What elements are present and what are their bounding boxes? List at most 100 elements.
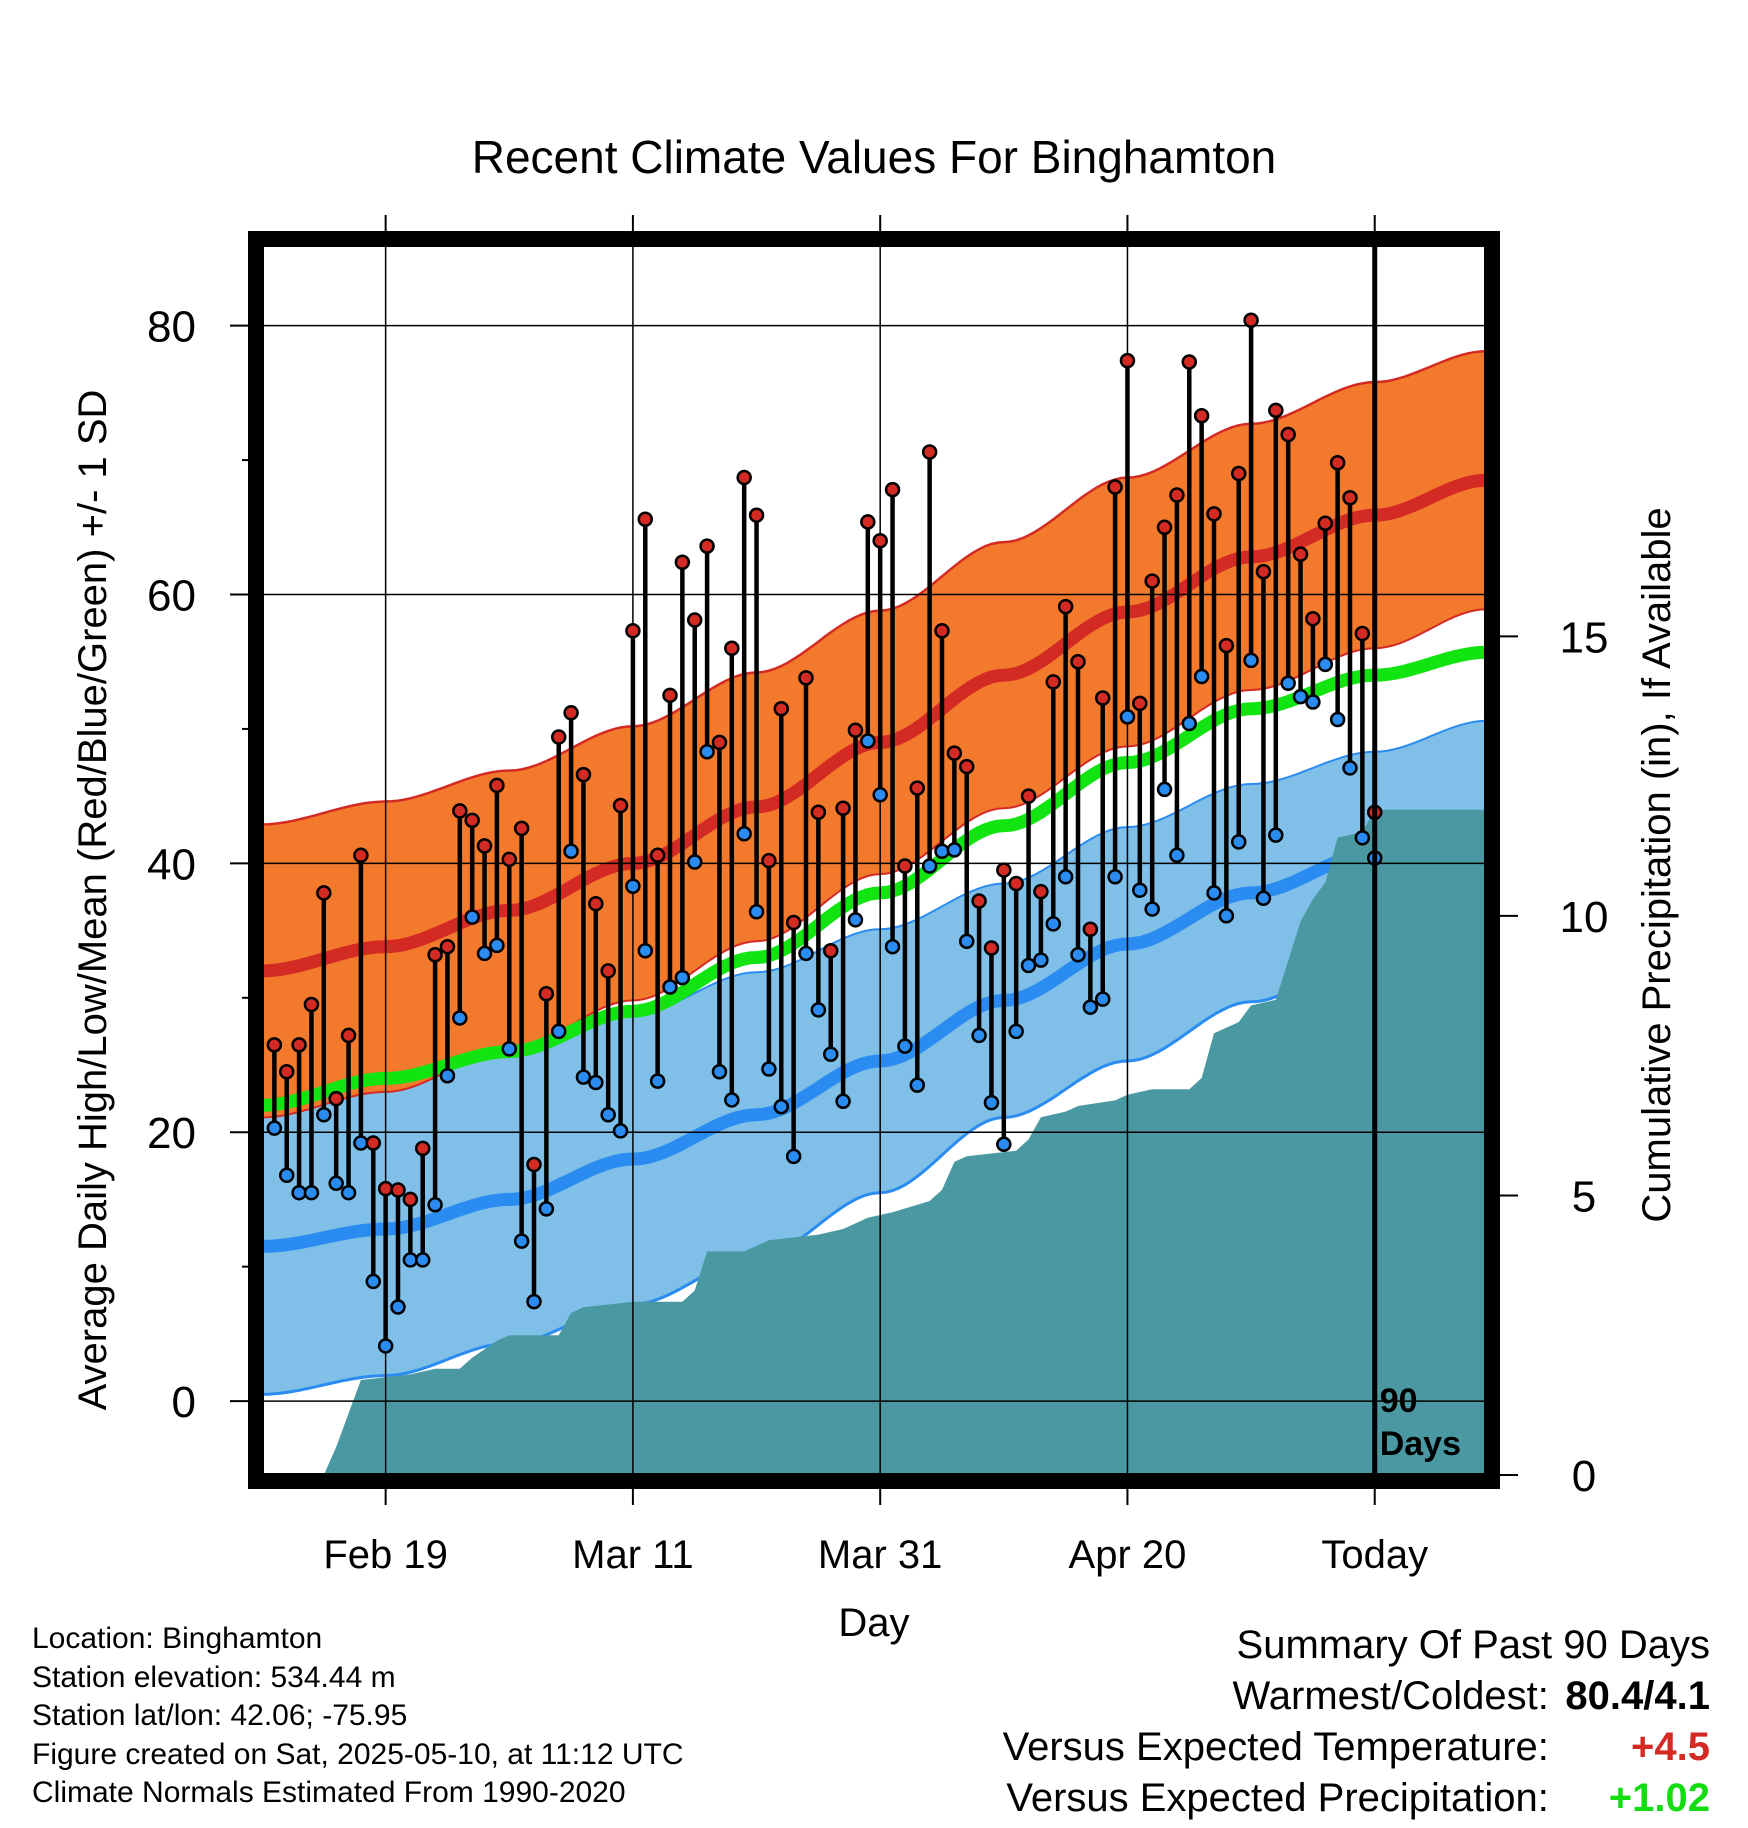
daily-high-point (649, 847, 666, 864)
daily-high-point (822, 942, 839, 959)
daily-low-point (1020, 957, 1037, 974)
normal-low-line (262, 812, 1486, 1253)
daily-low-point (390, 1299, 406, 1315)
daily-low-point (1181, 715, 1198, 732)
y-tick-label: 0 (172, 1378, 196, 1427)
daily-high-point (1045, 674, 1062, 690)
daily-high-point (303, 996, 320, 1013)
daily-high-point (847, 722, 864, 739)
summary-title: Summary Of Past 90 Days (1236, 1623, 1710, 1667)
daily-low-point (550, 1023, 567, 1040)
daily-low-point (1082, 999, 1099, 1015)
daily-low-point (1354, 830, 1371, 846)
x-tick-label: Feb 19 (323, 1533, 448, 1577)
summary-warmest-row: Warmest/Coldest: 80.4/4.1 (1003, 1671, 1711, 1722)
normals-text: Climate Normals Estimated From 1990-2020 (32, 1776, 626, 1809)
daily-low-point (266, 1120, 283, 1136)
daily-low-point (1045, 916, 1062, 932)
daily-high-point (1206, 506, 1222, 522)
daily-low-point (588, 1074, 604, 1091)
y2-tick-label: 10 (1560, 893, 1609, 942)
daily-high-point (390, 1182, 406, 1198)
daily-low-point (835, 1093, 851, 1110)
daily-low-point (1342, 760, 1358, 776)
daily-high-point (1292, 546, 1309, 562)
y2-axis-label: Cumulative Precipitation (in), If Availa… (1635, 507, 1679, 1222)
daily-low-point (711, 1063, 728, 1080)
temp-anomaly-value: +4.5 (1631, 1725, 1710, 1769)
elevation-text: Station elevation: 534.44 m (32, 1660, 396, 1694)
created-text: Figure created on Sat, 2025-05-10, at 11… (32, 1737, 684, 1771)
daily-high-point (414, 1140, 431, 1157)
daily-high-point (798, 670, 814, 686)
daily-high-point (1255, 563, 1272, 580)
daily-high-point (340, 1027, 357, 1044)
precip-anomaly-label: Versus Expected Precipitation: (1006, 1776, 1549, 1820)
daily-high-point (773, 701, 790, 717)
x-tick-label: Apr 20 (1069, 1533, 1187, 1577)
daily-low-point (427, 1197, 443, 1213)
summary-panel: Summary Of Past 90 Days Warmest/Coldest:… (1003, 1620, 1710, 1824)
daily-high-point (1033, 883, 1049, 900)
daily-high-point (1020, 788, 1037, 804)
daily-low-point (464, 909, 480, 925)
daily-low-point (1255, 890, 1272, 907)
daily-low-point (674, 969, 691, 986)
daily-low-point (724, 1092, 740, 1108)
daily-high-point (897, 858, 913, 874)
cumulative-precip-area (262, 809, 1486, 1475)
daily-high-point (699, 538, 715, 554)
daily-low-point (798, 945, 814, 962)
daily-low-point (1268, 827, 1284, 843)
daily-low-point (637, 942, 654, 959)
daily-high-point (476, 838, 493, 854)
today-days-label-number: 90 (1380, 1382, 1418, 1420)
daily-high-point (1169, 487, 1185, 503)
daily-high-point (1193, 407, 1210, 424)
daily-high-point (550, 729, 567, 745)
daily-low-point (377, 1338, 394, 1354)
daily-high-point (1144, 573, 1160, 589)
y-tick-label: 20 (147, 1109, 196, 1158)
daily-low-point (686, 854, 703, 870)
daily-low-point (365, 1273, 382, 1290)
daily-low-point (983, 1094, 1000, 1111)
daily-high-point (921, 444, 938, 460)
daily-low-point (884, 938, 901, 955)
daily-low-point (1057, 869, 1074, 885)
daily-low-point (748, 904, 765, 920)
daily-high-point (501, 851, 518, 868)
daily-low-point (328, 1175, 344, 1192)
daily-low-point (1218, 908, 1235, 924)
daily-low-point (612, 1123, 629, 1139)
daily-low-point (921, 858, 938, 874)
daily-low-point (291, 1184, 307, 1201)
daily-low-point (1169, 847, 1185, 864)
daily-high-point (489, 777, 505, 794)
daily-low-point (909, 1077, 926, 1093)
daily-high-point (464, 812, 480, 829)
latlon-text: Station lat/lon: 42.06; -75.95 (32, 1699, 408, 1732)
y-tick-label: 80 (147, 303, 196, 352)
summary-temp-row: Versus Expected Temperature: +4.5 (1003, 1722, 1710, 1773)
daily-high-point (711, 734, 728, 751)
daily-high-point (328, 1090, 344, 1107)
y-tick-label: 40 (147, 840, 196, 889)
daily-low-point (340, 1184, 357, 1201)
daily-low-point (1156, 781, 1173, 798)
daily-high-point (736, 469, 752, 486)
daily-high-point (316, 885, 332, 901)
daily-low-point (1329, 711, 1346, 728)
daily-high-point (278, 1063, 295, 1080)
daily-high-point (1082, 921, 1099, 937)
daily-high-point (934, 623, 950, 639)
daily-high-point (1156, 519, 1173, 536)
daily-low-point (847, 912, 864, 928)
precip-anomaly-value: +1.02 (1608, 1776, 1710, 1820)
daily-high-point (662, 687, 678, 704)
daily-low-point (822, 1046, 839, 1062)
daily-high-point (909, 780, 926, 796)
daily-high-point (1342, 489, 1358, 506)
daily-low-point (1193, 668, 1210, 685)
daily-low-point (958, 933, 975, 950)
